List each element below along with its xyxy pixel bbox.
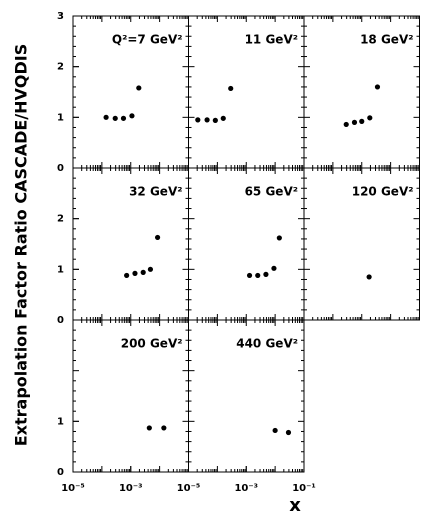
data-point	[146, 425, 152, 431]
data-point	[161, 425, 167, 431]
data-point	[255, 272, 261, 279]
panel-title: 18 GeV²	[360, 33, 413, 47]
data-point	[112, 115, 118, 121]
panel-title: 65 GeV²	[245, 185, 298, 199]
panel-title: 200 GeV²	[121, 337, 183, 351]
data-point	[343, 121, 349, 128]
x-axis-label: x	[289, 495, 301, 516]
data-point	[124, 272, 130, 279]
data-point	[374, 84, 381, 90]
data-point	[263, 271, 269, 277]
data-point	[366, 274, 372, 280]
data-point	[132, 270, 138, 276]
x-tick-label: 10⁻³	[234, 483, 258, 494]
data-point	[120, 115, 127, 121]
data-point	[351, 119, 358, 125]
y-axis-label: Extrapolation Factor Ratio CASCADE/HVQDI…	[12, 44, 31, 447]
data-point	[147, 266, 154, 272]
data-point	[140, 269, 146, 275]
panel-title: 11 GeV²	[245, 33, 298, 47]
x-tick-label: 10⁻¹	[292, 483, 316, 494]
y-tick-label: 0	[57, 315, 64, 326]
y-tick-label: 0	[57, 467, 64, 478]
data-point	[272, 427, 278, 434]
y-tick-label: 2	[57, 62, 64, 73]
data-point	[136, 85, 142, 91]
data-point	[276, 235, 282, 241]
x-tick-label: 10⁻⁵	[177, 483, 201, 494]
data-point	[212, 117, 218, 123]
data-point	[204, 117, 210, 123]
data-point	[246, 272, 253, 279]
data-point	[285, 429, 292, 436]
x-tick-label: 10⁻³	[119, 483, 143, 494]
panel-title: 32 GeV²	[129, 185, 182, 199]
data-point	[103, 114, 109, 120]
panel-title: 440 GeV²	[236, 337, 298, 351]
data-point	[220, 115, 226, 121]
data-point	[271, 265, 277, 271]
y-tick-label: 3	[57, 11, 64, 22]
data-point	[359, 118, 365, 124]
data-point	[195, 117, 201, 123]
panel-title: Q²=7 GeV²	[112, 33, 183, 47]
data-point	[228, 85, 234, 92]
y-tick-label: 1	[57, 416, 64, 427]
x-tick-label: 10⁻⁵	[61, 483, 85, 494]
data-point	[129, 113, 135, 119]
y-tick-label: 1	[57, 112, 64, 123]
y-tick-label: 2	[57, 214, 64, 225]
y-tick-label: 1	[57, 264, 64, 275]
y-tick-label: 0	[57, 163, 64, 174]
data-point	[154, 234, 161, 241]
panel-title: 120 GeV²	[352, 185, 414, 199]
data-point	[367, 115, 373, 121]
